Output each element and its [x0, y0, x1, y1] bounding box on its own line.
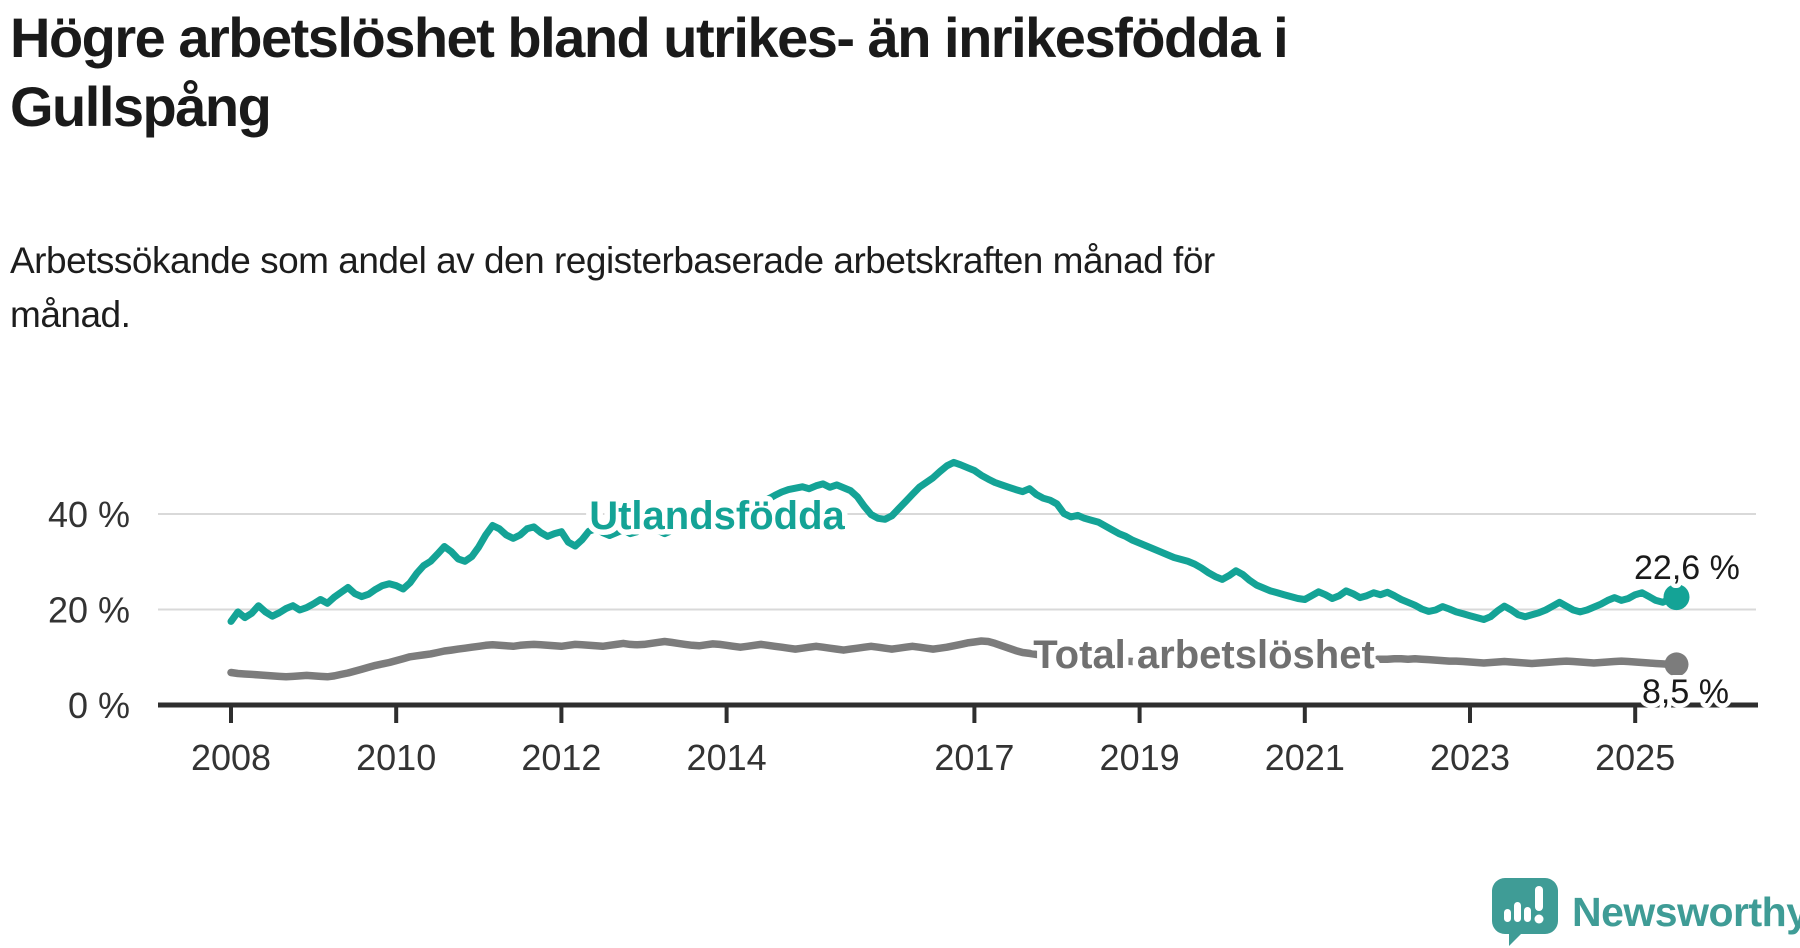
x-axis-label: 2021 [1265, 737, 1345, 778]
end-dot-total [1664, 652, 1689, 677]
x-axis-tick [724, 707, 729, 723]
series-label-total: Total arbetslöshet [1033, 633, 1375, 677]
x-axis-tick [229, 707, 233, 723]
series-line-total [227, 637, 1681, 681]
y-axis-label: 20 % [48, 590, 130, 631]
end-value-label-utlandsfodda: 22,6 % [1634, 549, 1740, 587]
x-axis-label: 2019 [1100, 737, 1180, 778]
x-axis-label: 2010 [356, 737, 436, 778]
x-axis-label: 2008 [191, 737, 271, 778]
x-axis-tick [559, 707, 564, 723]
chart-title-line1: Högre arbetslöshet bland utrikes- än inr… [10, 6, 1289, 69]
chart-subtitle-line2: månad. [10, 293, 131, 335]
x-axis-tick [394, 707, 399, 723]
x-axis-label: 2012 [521, 737, 601, 778]
series-line-utlandsfodda [227, 458, 1680, 625]
end-value-label-total: 8,5 % [1642, 673, 1729, 711]
y-axis-label: 0 % [68, 685, 130, 726]
end-dot-utlandsfodda [1663, 584, 1690, 611]
chart-subtitle: Arbetssökande som andel av den registerb… [10, 234, 1215, 341]
x-axis-label: 2023 [1430, 737, 1510, 778]
x-axis-tick [972, 707, 977, 723]
chart-subtitle-line1: Arbetssökande som andel av den registerb… [10, 240, 1215, 281]
x-axis-label: 2014 [687, 737, 767, 778]
series-label-utlandsfodda: Utlandsfödda [589, 494, 845, 538]
chart-title-line2: Gullspång [10, 74, 272, 138]
y-axis-label: 40 % [48, 494, 130, 535]
newsworthy-logo-icon [1492, 878, 1558, 946]
x-axis-label: 2025 [1595, 737, 1675, 778]
chart-title: Högre arbetslöshet bland utrikes- än inr… [10, 4, 1289, 142]
x-axis-label: 2017 [934, 737, 1014, 778]
x-axis-tick [1137, 707, 1142, 723]
x-axis-tick [1468, 707, 1472, 723]
newsworthy-brand-name: Newsworthy [1572, 888, 1800, 935]
newsworthy-brand: Newsworthy [1492, 878, 1800, 946]
logo-bars [1504, 886, 1544, 924]
x-axis-line [158, 702, 1758, 708]
x-axis-tick [1633, 707, 1638, 723]
x-axis-tick [1302, 707, 1307, 723]
